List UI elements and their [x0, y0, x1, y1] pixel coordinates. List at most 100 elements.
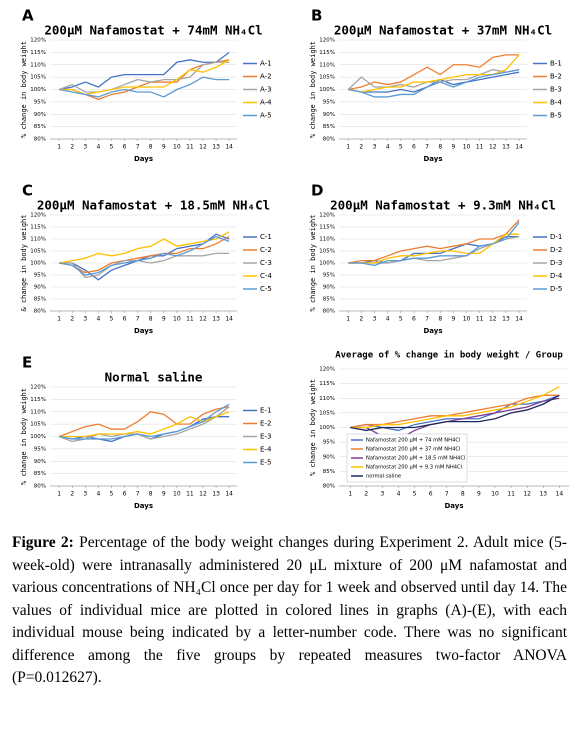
x-tick-label: 2 [70, 491, 74, 498]
y-tick-label: 80% [323, 309, 335, 315]
legend-label: D-1 [550, 233, 562, 241]
legend-label: E-3 [260, 433, 271, 441]
x-tick-label: 5 [110, 491, 114, 498]
x-tick-label: 3 [83, 491, 87, 498]
y-tick-label: 120% [319, 38, 335, 44]
y-tick-label: 90% [34, 112, 46, 118]
panel: A 200μM Nafamostat + 74mM NH₄Cl 80% 85% 90% 9… [20, 7, 272, 164]
y-tick-label: 85% [323, 469, 335, 475]
y-tick-label: 90% [34, 459, 46, 465]
legend-label: A-2 [260, 73, 272, 81]
legend-label: E-4 [260, 446, 272, 454]
y-tick-label: 85% [34, 124, 46, 130]
x-tick-label: 6 [123, 491, 127, 498]
x-tick-label: 5 [110, 316, 114, 323]
legend-label: Nafamostat 200 μM + 74 mM NH4Cl [366, 438, 460, 444]
y-tick-label: 100% [319, 425, 335, 431]
y-tick-label: 110% [30, 409, 46, 415]
x-tick-label: 9 [162, 491, 166, 498]
x-tick-label: 5 [110, 144, 114, 151]
x-tick-label: 4 [96, 316, 100, 323]
y-tick-label: 120% [30, 385, 46, 391]
x-tick-label: 1 [57, 144, 61, 151]
data-line [348, 235, 520, 264]
y-tick-label: 80% [323, 484, 335, 490]
panel: B 200μM Nafamostat + 37mM NH₄Cl 80% 85% 90% 9… [309, 7, 562, 164]
legend-label: A-3 [260, 86, 272, 94]
x-axis-label: Days [134, 327, 153, 335]
legend-label: A-4 [260, 99, 272, 107]
panel-letter: D [311, 182, 323, 200]
x-tick-label: 13 [502, 144, 510, 151]
legend-label: B-3 [550, 86, 562, 94]
x-tick-label: 14 [556, 491, 564, 498]
y-tick-label: 95% [323, 273, 335, 279]
y-tick-label: 115% [319, 50, 335, 56]
data-line [59, 252, 230, 279]
data-line [59, 51, 230, 91]
x-tick-label: 4 [386, 316, 390, 323]
data-line [348, 71, 520, 93]
y-tick-label: 100% [30, 87, 46, 93]
x-tick-label: 2 [359, 144, 363, 151]
y-tick-label: 110% [319, 62, 335, 68]
y-tick-label: 85% [323, 124, 335, 130]
x-tick-label: 1 [346, 316, 350, 323]
x-tick-label: 2 [364, 491, 368, 498]
x-tick-label: 8 [438, 316, 442, 323]
x-tick-label: 11 [186, 491, 194, 498]
panel: C 200μM Nafamostat + 18.5mM NH₄Cl 80% 85% 90… [20, 182, 272, 336]
data-line [59, 235, 230, 276]
x-tick-label: 10 [173, 316, 181, 323]
y-axis-label: & change in body weight [20, 215, 28, 312]
x-tick-label: 8 [149, 144, 153, 151]
y-tick-label: 115% [30, 225, 46, 231]
y-tick-label: 105% [30, 422, 46, 428]
panel-letter: B [311, 7, 322, 25]
x-tick-label: 3 [373, 316, 377, 323]
y-tick-label: 110% [30, 237, 46, 243]
x-tick-label: 8 [149, 491, 153, 498]
x-tick-label: 9 [451, 144, 455, 151]
y-tick-label: 110% [319, 237, 335, 243]
panel-letter: E [22, 354, 32, 372]
x-axis-label: Days [423, 155, 442, 163]
legend-label: E-2 [260, 420, 271, 428]
caption: Figure 2: Percentage of the body weight … [12, 532, 567, 690]
y-tick-label: 105% [319, 410, 335, 416]
x-tick-label: 13 [212, 316, 220, 323]
caption-label: Figure 2: [12, 534, 74, 551]
chart-title: Average of % change in body weight / Gro… [335, 350, 563, 361]
y-tick-label: 100% [30, 261, 46, 267]
x-tick-label: 1 [348, 491, 352, 498]
y-axis-label: % change in body weight [309, 215, 317, 312]
y-tick-label: 110% [319, 396, 335, 402]
x-tick-label: 2 [70, 144, 74, 151]
y-axis-label: % change in body weight [20, 388, 28, 485]
x-tick-label: 2 [70, 316, 74, 323]
y-tick-label: 90% [323, 112, 335, 118]
legend-label: B-2 [550, 73, 562, 81]
y-tick-label: 100% [319, 261, 335, 267]
x-tick-label: 7 [136, 316, 140, 323]
x-tick-label: 14 [225, 491, 233, 498]
data-line [348, 54, 520, 91]
legend-label: C-2 [260, 246, 272, 254]
x-tick-label: 8 [149, 316, 153, 323]
x-tick-label: 6 [123, 144, 127, 151]
x-tick-label: 11 [507, 491, 515, 498]
data-line [59, 231, 230, 264]
x-axis-label: Days [423, 327, 442, 335]
y-tick-label: 85% [323, 297, 335, 303]
chart-title: 200μM Nafamostat + 74mM NH₄Cl [44, 23, 262, 38]
legend-label: A-5 [260, 112, 272, 120]
y-axis-label: % change in body weight [309, 379, 317, 476]
y-tick-label: 95% [323, 440, 335, 446]
legend-label: D-5 [550, 285, 562, 293]
x-tick-label: 3 [83, 316, 87, 323]
x-tick-label: 12 [199, 316, 207, 323]
panel-letter: A [22, 7, 34, 25]
legend-label: C-4 [260, 272, 272, 280]
y-tick-label: 95% [34, 273, 46, 279]
